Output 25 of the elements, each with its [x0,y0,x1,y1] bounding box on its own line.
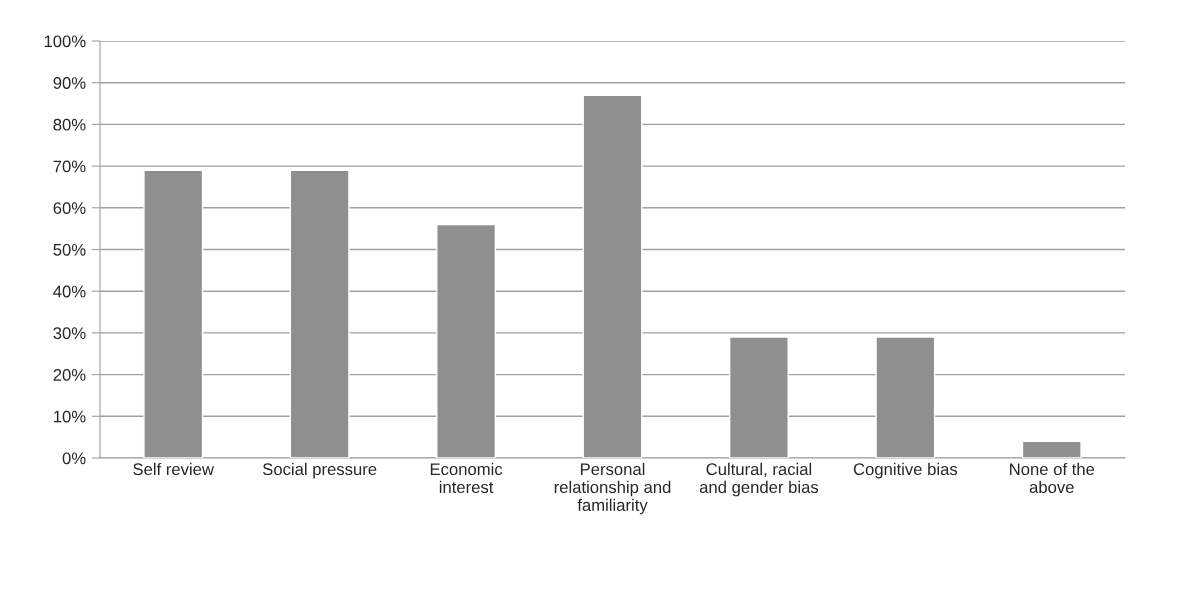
y-tick-label: 0% [62,452,86,465]
bar [289,169,350,458]
bar [582,94,643,458]
x-tick-label: Personal relationship and familiarity [554,462,671,515]
y-tick-label: 40% [53,285,86,298]
bar [875,336,936,458]
y-tick-label: 10% [54,410,86,423]
x-tick-label: Economic interest [430,462,503,494]
bar [436,223,497,458]
y-tick-label: 30% [53,327,86,340]
bar [1021,440,1082,458]
x-tick-label: Self review [133,462,215,476]
y-tick-label: 50% [53,243,86,256]
x-tick-label: Cultural, racial and gender bias [699,462,819,497]
bar [728,336,789,458]
x-tick-label: Social pressure [262,462,377,479]
y-tick-label: 60% [53,202,86,214]
x-tick-label: Cognitive bias [853,462,958,479]
x-tick-label: None of the above [1010,462,1095,494]
y-tick-label: 70% [53,160,86,173]
y-tick-label: 20% [53,369,86,381]
y-tick-label: 80% [53,118,86,131]
y-tick-label: 90% [53,77,86,89]
y-tick-label: 100% [44,35,86,48]
bar [143,169,204,458]
